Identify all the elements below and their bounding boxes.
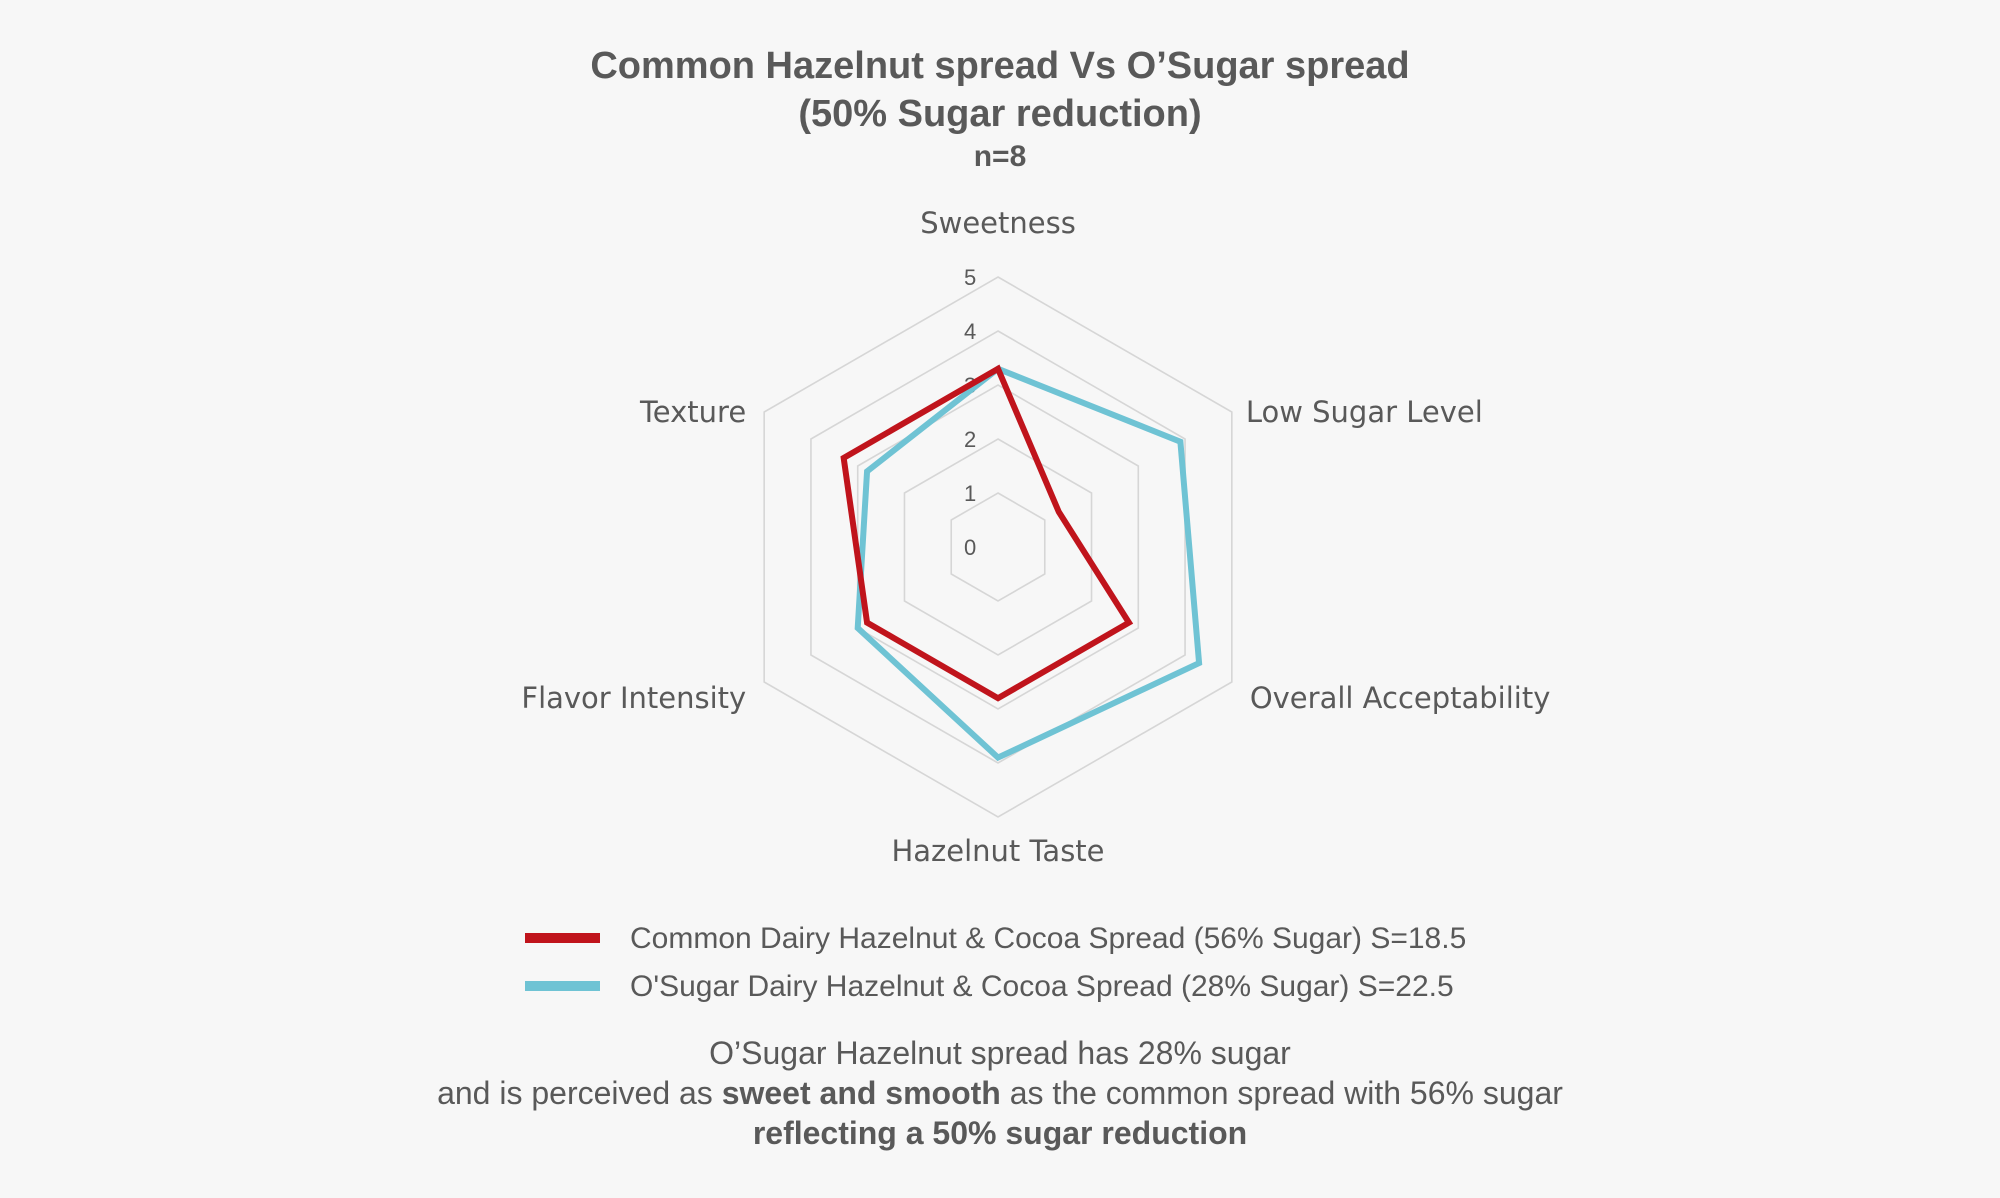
radar-grid [763,276,1233,818]
axis-label-flavor-intensity: Flavor Intensity [521,681,746,715]
series-lines [840,364,1203,762]
sample-size-label: n=8 [974,140,1027,173]
axis-label-hazelnut-taste: Hazelnut Taste [891,834,1104,868]
axis-label-low-sugar-level: Low Sugar Level [1246,395,1483,429]
chart-subtitle: (50% Sugar reduction) [798,93,1201,135]
axis-label-texture: Texture [639,395,746,429]
tick-label-5: 5 [964,265,976,290]
grid-ring-1 [950,492,1046,602]
tick-label-1: 1 [964,481,976,506]
tick-label-4: 4 [964,319,976,344]
series-line-2 [854,365,1203,762]
grid-ring-3 [856,384,1140,710]
note-line-1: O’Sugar Hazelnut spread has 28% sugar [709,1035,1291,1071]
legend-label-2: O'Sugar Dairy Hazelnut & Cocoa Spread (2… [630,970,1454,1003]
tick-label-2: 2 [964,427,976,452]
grid-ring-5 [763,276,1233,818]
conclusion-note: O’Sugar Hazelnut spread has 28% sugar an… [437,1035,1563,1151]
legend-label-1: Common Dairy Hazelnut & Cocoa Spread (56… [630,922,1466,955]
legend: Common Dairy Hazelnut & Cocoa Spread (56… [525,922,1466,1003]
axis-label-sweetness: Sweetness [920,206,1076,240]
note-line-2-post: as the common spread with 56% sugar [1001,1075,1563,1111]
grid-ring-2 [903,438,1093,656]
axis-labels: Sweetness Low Sugar Level Overall Acceptab… [521,206,1550,868]
grid-ring-4 [810,330,1186,764]
note-line-2-pre: and is perceived as [437,1075,722,1111]
tick-label-0: 0 [964,535,976,560]
note-line-2: and is perceived as sweet and smooth as … [437,1075,1563,1111]
axis-label-overall-acceptability: Overall Acceptability [1250,681,1551,715]
chart-title: Common Hazelnut spread Vs O’Sugar spread [590,45,1409,87]
note-line-2-bold: sweet and smooth [722,1075,1001,1111]
note-line-3: reflecting a 50% sugar reduction [753,1115,1247,1151]
